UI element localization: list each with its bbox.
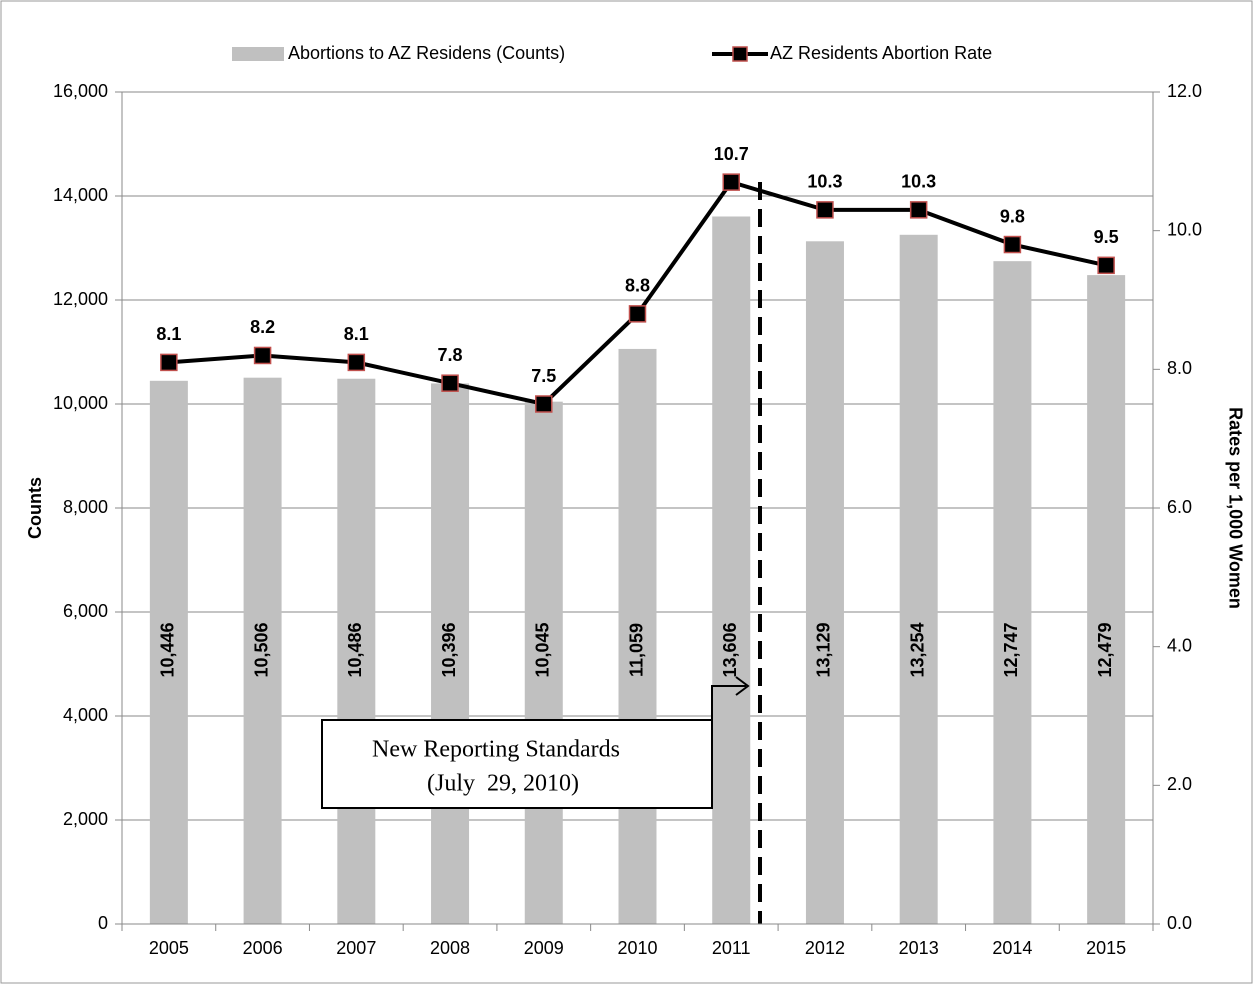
bar-value-label: 10,446 [158, 622, 178, 677]
x-tick-label: 2007 [336, 938, 376, 958]
y2-tick-label: 6.0 [1167, 497, 1192, 517]
y-tick-label: 12,000 [53, 289, 108, 309]
bar-value-label: 10,396 [439, 622, 459, 677]
y2-axis-title: Rates per 1,000 Women [1225, 407, 1245, 609]
bar [431, 383, 470, 925]
y-tick-label: 10,000 [53, 393, 108, 413]
rate-value-label: 10.3 [807, 172, 842, 192]
y-tick-label: 8,000 [63, 497, 108, 517]
bar [243, 377, 282, 924]
rate-value-label: 8.2 [250, 317, 275, 337]
bar-value-label: 13,254 [907, 622, 927, 677]
y2-tick-label: 0.0 [1167, 913, 1192, 933]
y-axis-title: Counts [25, 477, 45, 539]
rate-value-label: 7.5 [531, 366, 556, 386]
rate-value-label: 9.8 [1000, 206, 1025, 226]
bar-value-label: 12,747 [1001, 622, 1021, 677]
arrow-head [735, 676, 750, 696]
legend-label: AZ Residents Abortion Rate [770, 43, 992, 63]
bar [805, 241, 844, 925]
bar-value-label: 10,486 [345, 622, 365, 677]
x-tick-label: 2013 [899, 938, 939, 958]
bar [149, 380, 188, 925]
rate-value-label: 8.8 [625, 276, 650, 296]
bar-value-label: 10,045 [533, 622, 553, 677]
bar-value-label: 11,059 [626, 623, 646, 677]
rate-marker [535, 395, 553, 413]
y-tick-label: 14,000 [53, 185, 108, 205]
annotation-arrow [711, 685, 746, 808]
bar [337, 378, 376, 924]
rate-marker [1097, 256, 1115, 275]
y-tick-label: 4,000 [63, 705, 108, 725]
y2-tick-label: 4.0 [1167, 635, 1192, 655]
annotation-box [321, 719, 713, 809]
x-tick-label: 2009 [524, 938, 564, 958]
rate-value-label: 10.7 [714, 144, 749, 164]
rate-value-label: 8.1 [156, 324, 181, 344]
x-tick-label: 2012 [805, 938, 845, 958]
x-tick-label: 2010 [617, 938, 657, 958]
annotation-text: New Reporting Standards [372, 737, 620, 763]
rate-value-label: 10.3 [901, 172, 936, 192]
legend-marker [732, 46, 748, 62]
y2-tick-label: 8.0 [1167, 358, 1192, 378]
rate-marker [347, 353, 366, 372]
annotation-text: (July 29, 2010) [427, 771, 579, 797]
rate-marker [816, 201, 834, 219]
rate-value-label: 8.1 [344, 324, 369, 344]
x-tick-label: 2005 [149, 938, 189, 958]
rate-marker [909, 201, 928, 219]
bar [1087, 275, 1126, 924]
x-tick-label: 2011 [712, 938, 751, 958]
y-tick-label: 6,000 [63, 601, 108, 621]
y-tick-label: 0 [98, 913, 108, 933]
bar [618, 348, 657, 924]
bar [899, 234, 938, 925]
rate-marker [441, 374, 459, 392]
rate-marker [722, 173, 740, 191]
rate-marker [160, 353, 178, 372]
bar-value-label: 13,606 [720, 622, 740, 677]
y-tick-label: 2,000 [63, 809, 108, 829]
x-tick-label: 2015 [1086, 938, 1126, 958]
x-tick-label: 2014 [992, 938, 1032, 958]
rate-marker [1003, 235, 1022, 254]
rate-value-label: 7.8 [438, 345, 463, 365]
y2-tick-label: 10.0 [1167, 219, 1202, 239]
legend-swatch [232, 47, 284, 61]
x-tick-label: 2006 [243, 938, 283, 958]
y2-tick-label: 2.0 [1167, 774, 1192, 794]
y-tick-label: 16,000 [53, 81, 108, 101]
bar-value-label: 10,506 [251, 622, 271, 677]
bar [993, 261, 1032, 924]
rate-marker [253, 346, 272, 365]
bar-value-label: 12,479 [1095, 622, 1115, 677]
bar-value-label: 13,129 [814, 622, 834, 677]
x-tick-label: 2008 [430, 938, 470, 958]
bar [712, 216, 751, 924]
y2-tick-label: 12.0 [1167, 81, 1202, 101]
bar [524, 401, 563, 924]
legend-label: Abortions to AZ Residens (Counts) [288, 43, 565, 63]
rate-marker [628, 305, 647, 323]
rate-value-label: 9.5 [1094, 227, 1119, 247]
